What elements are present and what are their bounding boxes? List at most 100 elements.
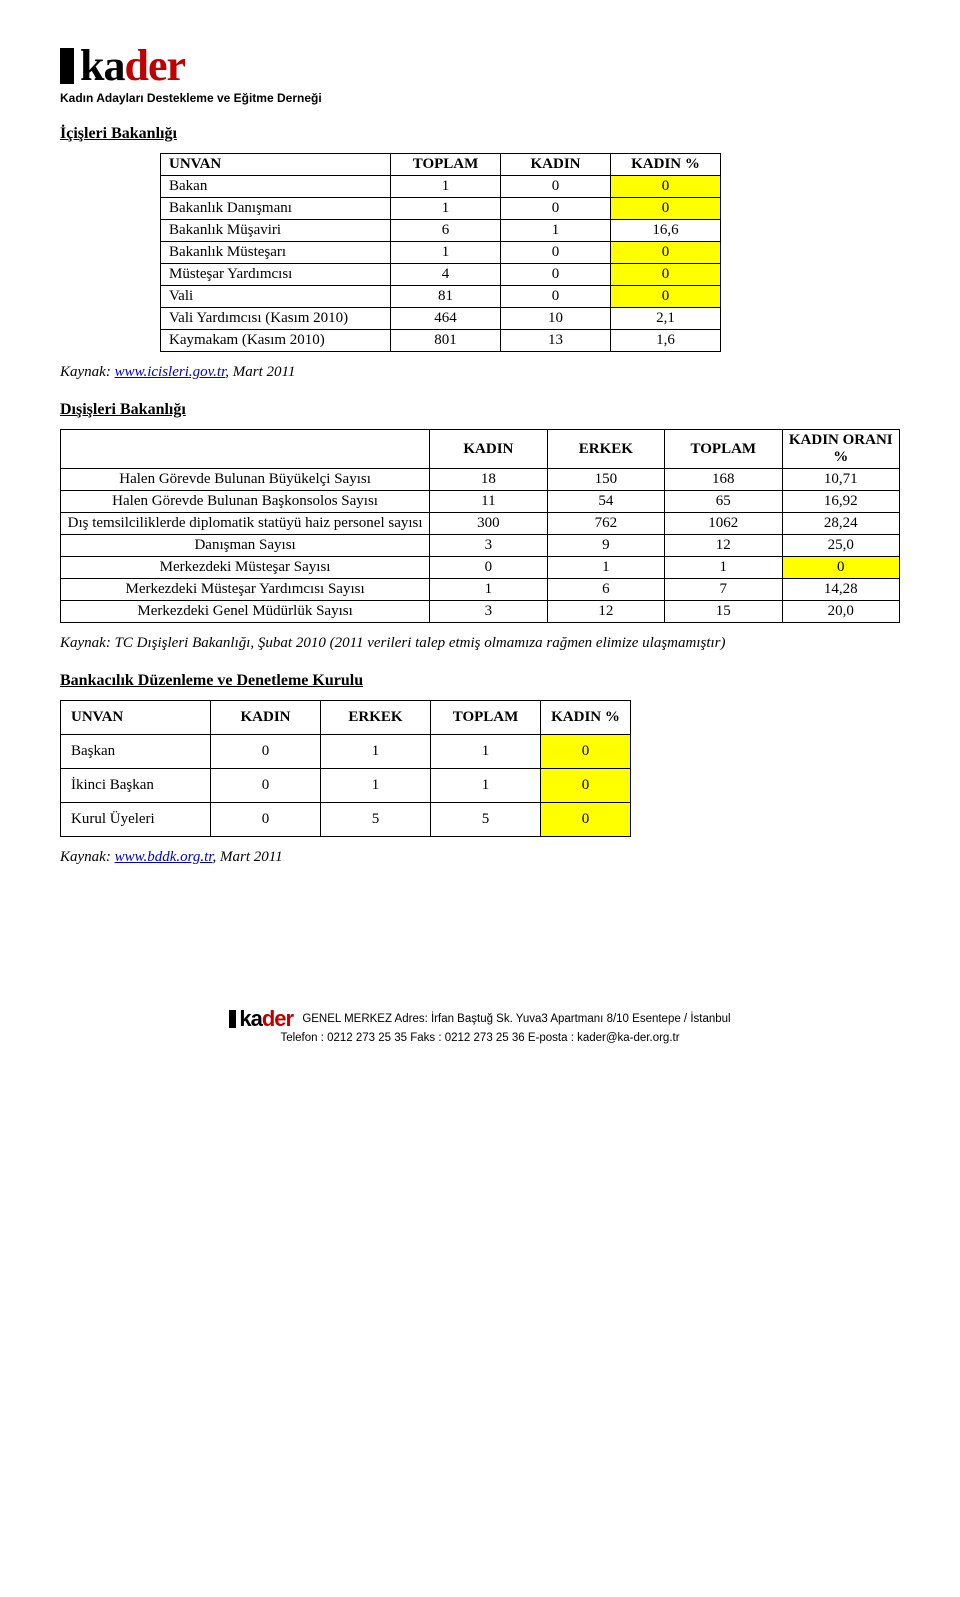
table-cell: 0 [611,198,721,220]
table-cell: İkinci Başkan [61,769,211,803]
table-cell: 0 [501,264,611,286]
table-header: TOPLAM [391,154,501,176]
table-cell: 1 [391,176,501,198]
table-header: TOPLAM [665,430,782,469]
table-header: ERKEK [547,430,664,469]
table-cell: 0 [430,557,547,579]
table-cell: 168 [665,469,782,491]
table-row: Bakanlık Müsteşarı100 [161,242,721,264]
table-cell: 25,0 [782,535,899,557]
logo-box-icon [229,1010,236,1028]
table-cell: 1 [391,242,501,264]
table-cell: 65 [665,491,782,513]
table-row: Merkezdeki Müsteşar Yardımcısı Sayısı167… [61,579,900,601]
table-header: KADIN % [541,701,631,735]
table-cell: 12 [665,535,782,557]
table-cell: 1062 [665,513,782,535]
table-disisleri: KADINERKEKTOPLAMKADIN ORANI %Halen Görev… [60,429,900,623]
table-cell: Kaymakam (Kasım 2010) [161,330,391,352]
table-header: UNVAN [161,154,391,176]
table-cell: 1 [501,220,611,242]
table-cell: 300 [430,513,547,535]
table-cell: 0 [541,769,631,803]
source1-link[interactable]: www.icisleri.gov.tr [115,364,226,380]
table-cell: 3 [430,601,547,623]
table-row: Vali Yardımcısı (Kasım 2010)464102,1 [161,308,721,330]
table-cell: 9 [547,535,664,557]
table-cell: 0 [501,176,611,198]
table-cell: 0 [611,286,721,308]
table-bddk: UNVANKADINERKEKTOPLAMKADIN %Başkan0110İk… [60,700,631,837]
logo-suffix: der [124,41,185,90]
table-cell: 1 [321,769,431,803]
table-header: TOPLAM [431,701,541,735]
table-cell: 2,1 [611,308,721,330]
table-cell: Bakanlık Müşaviri [161,220,391,242]
table-row: Bakanlık Müşaviri6116,6 [161,220,721,242]
section1-source: Kaynak: www.icisleri.gov.tr, Mart 2011 [60,364,900,381]
table-row: İkinci Başkan0110 [61,769,631,803]
logo-box-icon [60,48,74,84]
table-cell: 1 [321,735,431,769]
table-header: KADIN [501,154,611,176]
table-cell: 801 [391,330,501,352]
table-header: KADIN [430,430,547,469]
table-cell: 0 [541,803,631,837]
table-cell: 4 [391,264,501,286]
table-cell: 1,6 [611,330,721,352]
table-cell: 16,6 [611,220,721,242]
table-cell: 11 [430,491,547,513]
table-cell: 0 [211,769,321,803]
table-cell: 18 [430,469,547,491]
table-cell: 150 [547,469,664,491]
table-icisleri: UNVANTOPLAMKADINKADIN %Bakan100 Bakanlık … [160,153,721,352]
table-cell: Dış temsilciliklerde diplomatik statüyü … [61,513,430,535]
table-header: KADIN % [611,154,721,176]
table-cell: 0 [501,286,611,308]
table-cell: 13 [501,330,611,352]
table-cell: 0 [501,198,611,220]
table-cell: Başkan [61,735,211,769]
table-cell: Bakanlık Müsteşarı [161,242,391,264]
table-cell: Vali [161,286,391,308]
table-cell: 54 [547,491,664,513]
table-cell: Merkezdeki Müsteşar Yardımcısı Sayısı [61,579,430,601]
table-row: Bakan100 [161,176,721,198]
table-cell: 0 [611,176,721,198]
source3-link[interactable]: www.bddk.org.tr [115,849,213,865]
table-header [61,430,430,469]
table-cell: Danışman Sayısı [61,535,430,557]
table-cell: Merkezdeki Müsteşar Sayısı [61,557,430,579]
table-header: ERKEK [321,701,431,735]
table-cell: 762 [547,513,664,535]
section2-source: Kaynak: TC Dışişleri Bakanlığı, Şubat 20… [60,635,900,652]
table-cell: 0 [501,242,611,264]
table-cell: 10 [501,308,611,330]
table-cell: 15 [665,601,782,623]
table-row: Müsteşar Yardımcısı400 [161,264,721,286]
table-cell: 0 [611,264,721,286]
table-cell: 0 [211,803,321,837]
section3-title: Bankacılık Düzenleme ve Denetleme Kurulu [60,672,900,690]
table-cell: 464 [391,308,501,330]
table-cell: 6 [391,220,501,242]
table-cell: 0 [541,735,631,769]
table-row: Başkan0110 [61,735,631,769]
table-cell: Halen Görevde Bulunan Başkonsolos Sayısı [61,491,430,513]
table-cell: 28,24 [782,513,899,535]
table-cell: Kurul Üyeleri [61,803,211,837]
table-cell: 1 [431,735,541,769]
footer-line1: GENEL MERKEZ Adres: İrfan Baştuğ Sk. Yuv… [302,1013,730,1025]
table-cell: 0 [611,242,721,264]
footer-line2: Telefon : 0212 273 25 35 Faks : 0212 273… [280,1032,679,1044]
table-row: Halen Görevde Bulunan Büyükelçi Sayısı18… [61,469,900,491]
table-cell: 10,71 [782,469,899,491]
table-row: Merkezdeki Genel Müdürlük Sayısı3121520,… [61,601,900,623]
table-header: UNVAN [61,701,211,735]
table-cell: Merkezdeki Genel Müdürlük Sayısı [61,601,430,623]
table-cell: Halen Görevde Bulunan Büyükelçi Sayısı [61,469,430,491]
section3-source: Kaynak: www.bddk.org.tr, Mart 2011 [60,849,900,866]
table-cell: 12 [547,601,664,623]
table-cell: 1 [665,557,782,579]
org-name: Kadın Adayları Destekleme ve Eğitme Dern… [60,91,900,105]
